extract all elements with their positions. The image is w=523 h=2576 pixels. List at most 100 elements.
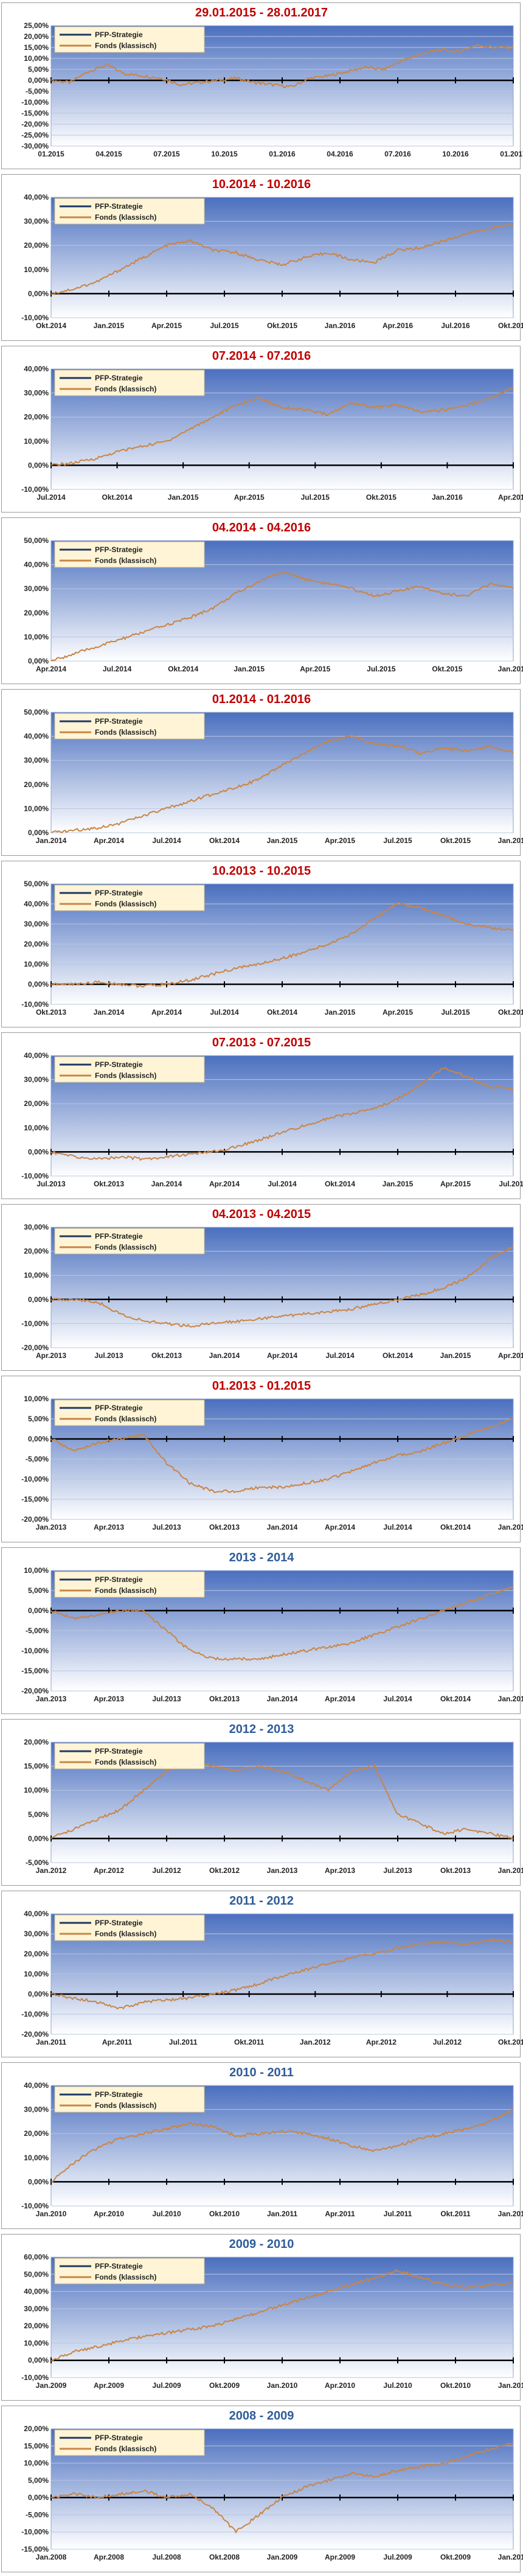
chart-title: 2013 - 2014 xyxy=(229,1551,294,1564)
y-tick-label: -5,00% xyxy=(26,1626,49,1635)
y-tick-label: 0,00% xyxy=(28,2356,49,2365)
y-tick-label: 0,00% xyxy=(28,76,49,85)
y-tick-label: 10,00% xyxy=(24,54,49,63)
x-tick-label: 07.2016 xyxy=(384,150,411,158)
legend-box xyxy=(54,2258,205,2284)
chart-title: 29.01.2015 - 28.01.2017 xyxy=(195,6,328,19)
x-tick-label: Jan.2014 xyxy=(267,1523,298,1531)
y-tick-label: 40,00% xyxy=(24,732,49,741)
legend-label: PFP-Strategie xyxy=(95,717,143,726)
x-tick-label: Apr.2015 xyxy=(325,836,355,845)
y-tick-label: 50,00% xyxy=(24,536,49,545)
x-tick-label: Jan.2009 xyxy=(267,2553,298,2561)
series-line-fonds xyxy=(50,1066,514,1161)
y-tick-label: -10,00% xyxy=(21,1319,49,1328)
legend-box xyxy=(54,1228,205,1255)
y-tick-label: 10,00% xyxy=(24,265,49,274)
x-tick-label: Jul.2015 xyxy=(441,1008,470,1017)
y-tick-label: 0,00% xyxy=(28,1147,49,1156)
x-tick-label: Okt.2011 xyxy=(440,2210,471,2218)
chart-title: 2010 - 2011 xyxy=(229,2066,294,2079)
x-tick-label: Jul.2013 xyxy=(152,1523,181,1531)
y-tick-label: 0,00% xyxy=(28,657,49,665)
x-tick-label: Apr.2014 xyxy=(151,1008,182,1017)
y-tick-label: 10,00% xyxy=(24,1395,49,1403)
chart-panel: 2009 - 2010 -10,00% 0,00% 10,00% 20,00% 30,00… xyxy=(0,2231,523,2403)
legend-box xyxy=(54,26,205,53)
x-tick-label: Jan.2015 xyxy=(440,1351,471,1360)
x-tick-label: Okt.2015 xyxy=(432,665,462,673)
x-tick-label: Okt.2011 xyxy=(234,2038,265,2046)
chart-title: 07.2014 - 07.2016 xyxy=(212,349,311,363)
x-tick-label: Jan.2014 xyxy=(94,1008,125,1017)
chart-title: 01.2014 - 01.2016 xyxy=(212,693,311,706)
chart-panel: 01.2013 - 01.2015 -20,00% -15,00% -10,00% -5… xyxy=(0,1373,523,1545)
legend-label: PFP-Strategie xyxy=(95,1919,143,1927)
x-tick-label: Apr.2010 xyxy=(94,2210,124,2218)
x-tick-label: Jul.2014 xyxy=(268,1180,297,1188)
x-tick-label: Jan.2012 xyxy=(498,2210,523,2218)
y-tick-label: 20,00% xyxy=(24,1738,49,1746)
x-tick-label: Jul.2015 xyxy=(301,493,330,502)
x-tick-label: Apr.2009 xyxy=(325,2553,355,2561)
y-tick-label: -20,00% xyxy=(21,120,49,128)
x-tick-label: Jan.2014 xyxy=(151,1180,182,1188)
x-tick-label: Jul.2010 xyxy=(383,2381,412,2390)
y-tick-label: 10,00% xyxy=(24,2459,49,2468)
x-tick-label: Okt.2015 xyxy=(267,321,297,330)
chart-panel: 04.2013 - 04.2015 -20,00% -10,00% 0,00% 10,0… xyxy=(0,1202,523,1373)
x-tick-label: 10.2015 xyxy=(211,150,238,158)
y-tick-label: -10,00% xyxy=(21,1000,49,1009)
y-tick-label: -15,00% xyxy=(21,1667,49,1675)
x-tick-label: Okt.2014 xyxy=(102,493,133,502)
line-chart: 0,00% 10,00% 20,00% 30,00% 40,00% 50,00% Apr.2… xyxy=(24,536,523,673)
chart-title: 2012 - 2013 xyxy=(229,1723,294,1736)
series-line-fonds xyxy=(50,734,514,834)
y-tick-label: 30,00% xyxy=(24,2305,49,2313)
chart-panel: 01.2014 - 01.2016 0,00% 10,00% 20,00% 30,00%… xyxy=(0,687,523,858)
chart-panel: 07.2014 - 07.2016 -10,00% 0,00% 10,00% 20,00… xyxy=(0,343,523,515)
x-tick-label: Jul.2015 xyxy=(210,321,239,330)
legend-label: Fonds (klassisch) xyxy=(95,900,156,908)
x-tick-label: Okt.2014 xyxy=(209,836,240,845)
x-tick-label: Okt.2013 xyxy=(440,1866,471,1875)
legend-label: PFP-Strategie xyxy=(95,2090,143,2099)
chart-panel: 2013 - 2014 -20,00% -15,00% -10,00% -5,00% 0,… xyxy=(0,1545,523,1717)
series-line-fonds xyxy=(50,1937,514,2010)
legend-label: Fonds (klassisch) xyxy=(95,1243,156,1251)
x-tick-label: Okt.2014 xyxy=(267,1008,297,1017)
line-chart: -20,00% -15,00% -10,00% -5,00% 0,00% 5,00% 10,… xyxy=(21,1395,523,1531)
y-tick-label: -5,00% xyxy=(26,1455,49,1463)
y-tick-label: 30,00% xyxy=(24,217,49,226)
chart-panel: 2012 - 2013 -5,00% 0,00% 5,00% 10,00% 15,00% 2… xyxy=(0,1717,523,1888)
legend: PFP-Strategie Fonds (klassisch) xyxy=(54,541,205,568)
legend-label: Fonds (klassisch) xyxy=(95,2445,156,2453)
chart-panel: 2008 - 2009 -15,00% -10,00% -5,00% 0,00% 5,00… xyxy=(0,2403,523,2575)
legend-label: PFP-Strategie xyxy=(95,374,143,382)
line-chart: -20,00% -15,00% -10,00% -5,00% 0,00% 5,00% 10,… xyxy=(21,1566,523,1703)
x-tick-label: Jul.2010 xyxy=(152,2210,181,2218)
series-line-fonds xyxy=(50,2441,514,2534)
x-tick-label: Apr.2012 xyxy=(94,1866,124,1875)
y-tick-label: 0,00% xyxy=(28,828,49,837)
x-tick-label: Okt.2014 xyxy=(325,1180,355,1188)
x-tick-label: Jan.2015 xyxy=(325,1008,356,1017)
legend-label: Fonds (klassisch) xyxy=(95,728,156,737)
y-tick-label: -30,00% xyxy=(21,142,49,150)
y-tick-label: 10,00% xyxy=(24,1970,49,1978)
series-line-fonds xyxy=(50,902,514,989)
x-tick-label: Apr.2014 xyxy=(325,1695,355,1703)
line-chart: -10,00% 0,00% 10,00% 20,00% 30,00% 40,00% Okt.… xyxy=(21,193,523,330)
y-tick-label: 0,00% xyxy=(28,1295,49,1304)
x-tick-label: Jul.2014 xyxy=(210,1008,239,1017)
y-tick-label: -15,00% xyxy=(21,2545,49,2553)
y-tick-label: -10,00% xyxy=(21,2528,49,2536)
legend: PFP-Strategie Fonds (klassisch) xyxy=(54,1399,205,1426)
x-tick-label: Apr.2011 xyxy=(325,2210,355,2218)
x-tick-label: Jul.2009 xyxy=(152,2381,181,2390)
x-tick-label: Jul.2012 xyxy=(433,2038,462,2046)
legend-label: PFP-Strategie xyxy=(95,2434,143,2442)
chart-title: 2009 - 2010 xyxy=(229,2238,294,2251)
x-tick-label: Okt.2010 xyxy=(440,2381,471,2390)
x-tick-label: Okt.2015 xyxy=(366,493,397,502)
